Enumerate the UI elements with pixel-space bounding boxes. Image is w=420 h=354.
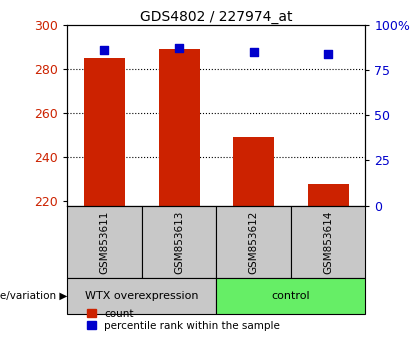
Bar bbox=[291, 206, 365, 278]
Bar bbox=[67, 206, 142, 278]
Bar bbox=[67, 278, 216, 314]
Text: GSM853611: GSM853611 bbox=[100, 210, 110, 274]
Point bbox=[250, 49, 257, 55]
Bar bbox=[233, 137, 274, 206]
Text: GSM853612: GSM853612 bbox=[249, 210, 259, 274]
Bar bbox=[307, 184, 349, 206]
Bar bbox=[142, 206, 216, 278]
Text: WTX overexpression: WTX overexpression bbox=[85, 291, 199, 301]
Bar bbox=[84, 58, 125, 206]
Point bbox=[101, 47, 108, 53]
Point bbox=[176, 45, 182, 51]
Bar bbox=[216, 206, 291, 278]
Text: genotype/variation ▶: genotype/variation ▶ bbox=[0, 291, 67, 301]
Legend: count, percentile rank within the sample: count, percentile rank within the sample bbox=[87, 309, 280, 331]
Text: control: control bbox=[272, 291, 310, 301]
Point bbox=[325, 51, 331, 57]
Title: GDS4802 / 227974_at: GDS4802 / 227974_at bbox=[140, 10, 293, 24]
Text: GSM853614: GSM853614 bbox=[323, 210, 333, 274]
Text: GSM853613: GSM853613 bbox=[174, 210, 184, 274]
Bar bbox=[216, 278, 365, 314]
Bar bbox=[158, 49, 200, 206]
